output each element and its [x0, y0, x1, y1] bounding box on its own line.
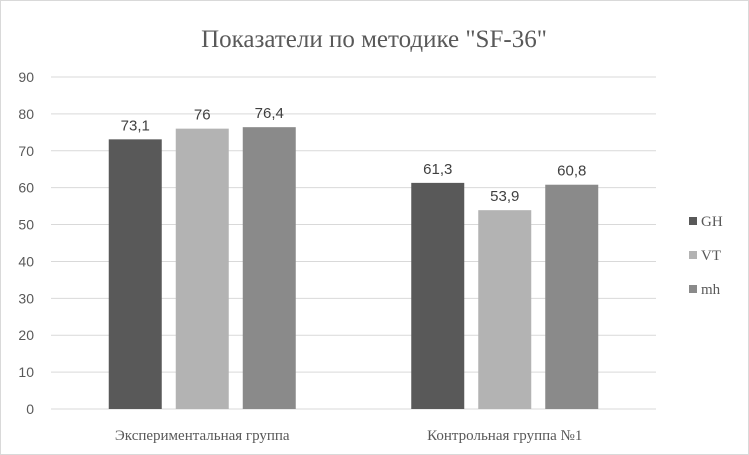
legend-swatch-vt: [689, 251, 697, 259]
legend-label-vt: VT: [701, 248, 721, 264]
y-tick-label: 20: [18, 327, 34, 343]
y-tick-label: 80: [18, 106, 34, 122]
legend-swatch-gh: [689, 217, 697, 225]
data-label: 61,3: [423, 161, 452, 178]
x-category-label: Экспериментальная группа: [115, 428, 290, 444]
data-label: 76,4: [255, 105, 284, 122]
data-label: 76: [194, 107, 211, 124]
bar-vt-2: [478, 210, 532, 409]
legend-label-gh: GH: [701, 214, 723, 230]
y-tick-label: 10: [18, 364, 34, 380]
bar-vt-1: [175, 128, 229, 409]
x-category-label: Контрольная группа №1: [427, 428, 582, 444]
chart-title: Показатели по методике "SF-36": [201, 26, 547, 53]
legend-swatch-mh: [689, 285, 697, 293]
y-tick-label: 90: [18, 69, 34, 85]
y-tick-label: 30: [18, 290, 34, 306]
x-axis-categories: Экспериментальная группа Контрольная груп…: [115, 428, 582, 444]
y-axis-ticks: 0 10 20 30 40 50 60 70 80 90: [18, 69, 34, 417]
bars: [108, 127, 599, 410]
bar-mh-2: [545, 184, 599, 409]
legend-label-mh: mh: [701, 282, 721, 298]
y-tick-label: 0: [26, 401, 34, 417]
data-label: 73,1: [121, 117, 150, 134]
data-labels: 73,1 76 76,4 61,3 53,9 60,8: [121, 105, 587, 205]
bar-gh-2: [411, 182, 465, 409]
y-tick-label: 40: [18, 253, 34, 269]
bar-gh-1: [108, 139, 162, 409]
y-tick-label: 50: [18, 217, 34, 233]
data-label: 53,9: [490, 188, 519, 205]
legend: GH VT mh: [689, 214, 723, 298]
y-tick-label: 70: [18, 143, 34, 159]
y-tick-label: 60: [18, 180, 34, 196]
bar-mh-1: [242, 127, 296, 410]
data-label: 60,8: [557, 163, 586, 180]
